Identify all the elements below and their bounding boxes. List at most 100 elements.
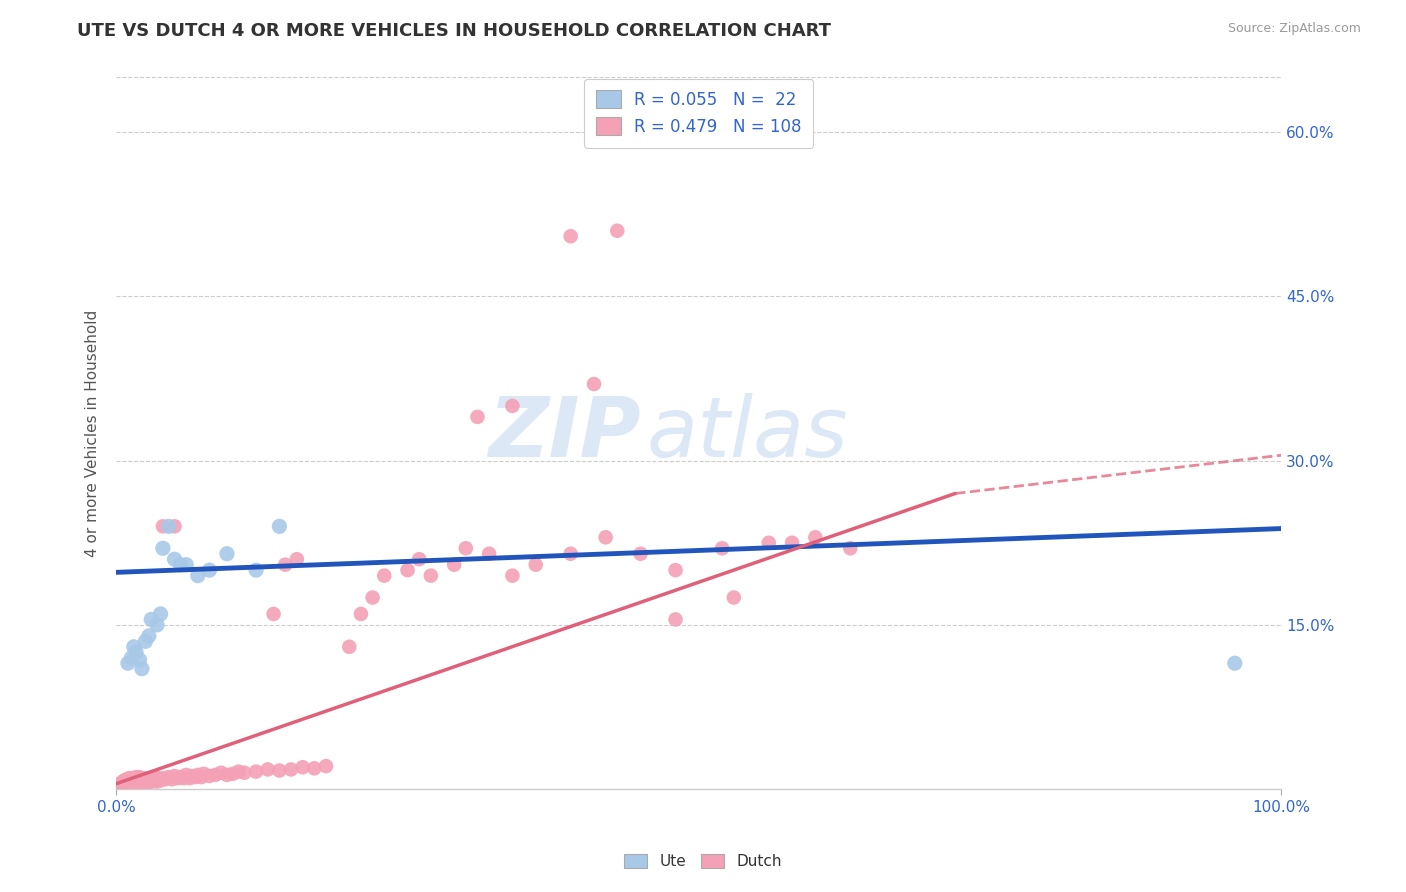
Point <box>181 769 204 783</box>
Point <box>142 772 165 787</box>
Point <box>152 541 174 556</box>
Point <box>141 771 163 785</box>
Point <box>118 775 141 789</box>
Point <box>114 777 136 791</box>
Point <box>125 774 148 789</box>
Point <box>149 773 172 788</box>
Point <box>111 775 134 789</box>
Point <box>155 772 177 787</box>
Point <box>193 767 215 781</box>
Point <box>758 536 780 550</box>
Point <box>134 774 156 789</box>
Point <box>169 558 191 572</box>
Point <box>245 764 267 779</box>
Point <box>157 770 180 784</box>
Point <box>131 662 153 676</box>
Point <box>187 568 209 582</box>
Point <box>187 768 209 782</box>
Point <box>350 607 373 621</box>
Point <box>184 770 207 784</box>
Point <box>630 547 652 561</box>
Point <box>478 547 501 561</box>
Point <box>337 640 360 654</box>
Point <box>222 767 245 781</box>
Point <box>408 552 430 566</box>
Point <box>143 773 166 788</box>
Point <box>595 530 617 544</box>
Point <box>160 772 183 787</box>
Point <box>163 519 186 533</box>
Point <box>780 536 803 550</box>
Text: UTE VS DUTCH 4 OR MORE VEHICLES IN HOUSEHOLD CORRELATION CHART: UTE VS DUTCH 4 OR MORE VEHICLES IN HOUSE… <box>77 22 831 40</box>
Point <box>167 771 190 785</box>
Point <box>129 774 152 789</box>
Point <box>138 771 160 785</box>
Point <box>120 775 142 789</box>
Point <box>228 764 250 779</box>
Point <box>152 519 174 533</box>
Text: Source: ZipAtlas.com: Source: ZipAtlas.com <box>1227 22 1361 36</box>
Legend: R = 0.055   N =  22, R = 0.479   N = 108: R = 0.055 N = 22, R = 0.479 N = 108 <box>585 78 814 148</box>
Point <box>169 770 191 784</box>
Point <box>122 640 145 654</box>
Point <box>121 774 143 789</box>
Point <box>560 229 582 244</box>
Point <box>582 377 605 392</box>
Point <box>1223 657 1246 671</box>
Point <box>524 558 547 572</box>
Point <box>128 653 150 667</box>
Point <box>263 607 285 621</box>
Point <box>190 770 212 784</box>
Point <box>117 777 139 791</box>
Point <box>120 777 142 791</box>
Point <box>291 760 314 774</box>
Point <box>280 763 302 777</box>
Point <box>245 563 267 577</box>
Point <box>114 774 136 789</box>
Point <box>269 764 291 778</box>
Point <box>157 519 180 533</box>
Point <box>112 778 135 792</box>
Point <box>204 768 226 782</box>
Point <box>419 568 441 582</box>
Point <box>606 224 628 238</box>
Point <box>723 591 745 605</box>
Point <box>443 558 465 572</box>
Point <box>146 774 169 789</box>
Point <box>124 775 146 789</box>
Point <box>112 773 135 788</box>
Point <box>304 761 326 775</box>
Point <box>125 645 148 659</box>
Point <box>173 771 195 785</box>
Point <box>163 769 186 783</box>
Point <box>163 552 186 566</box>
Point <box>215 768 238 782</box>
Point <box>120 650 142 665</box>
Point <box>839 541 862 556</box>
Point <box>134 634 156 648</box>
Point <box>120 771 142 785</box>
Point <box>128 770 150 784</box>
Point <box>233 765 256 780</box>
Point <box>138 629 160 643</box>
Point <box>112 777 135 791</box>
Point <box>361 591 384 605</box>
Text: atlas: atlas <box>647 392 848 474</box>
Point <box>136 775 159 789</box>
Point <box>120 772 142 787</box>
Point <box>269 519 291 533</box>
Point <box>108 777 131 791</box>
Point <box>117 773 139 788</box>
Point <box>132 775 155 789</box>
Point <box>174 768 197 782</box>
Point <box>127 772 149 787</box>
Point <box>117 657 139 671</box>
Point <box>215 547 238 561</box>
Point <box>198 769 221 783</box>
Point <box>118 771 141 785</box>
Point <box>146 618 169 632</box>
Point <box>148 771 170 785</box>
Point <box>152 771 174 785</box>
Point <box>664 563 686 577</box>
Point <box>141 774 163 789</box>
